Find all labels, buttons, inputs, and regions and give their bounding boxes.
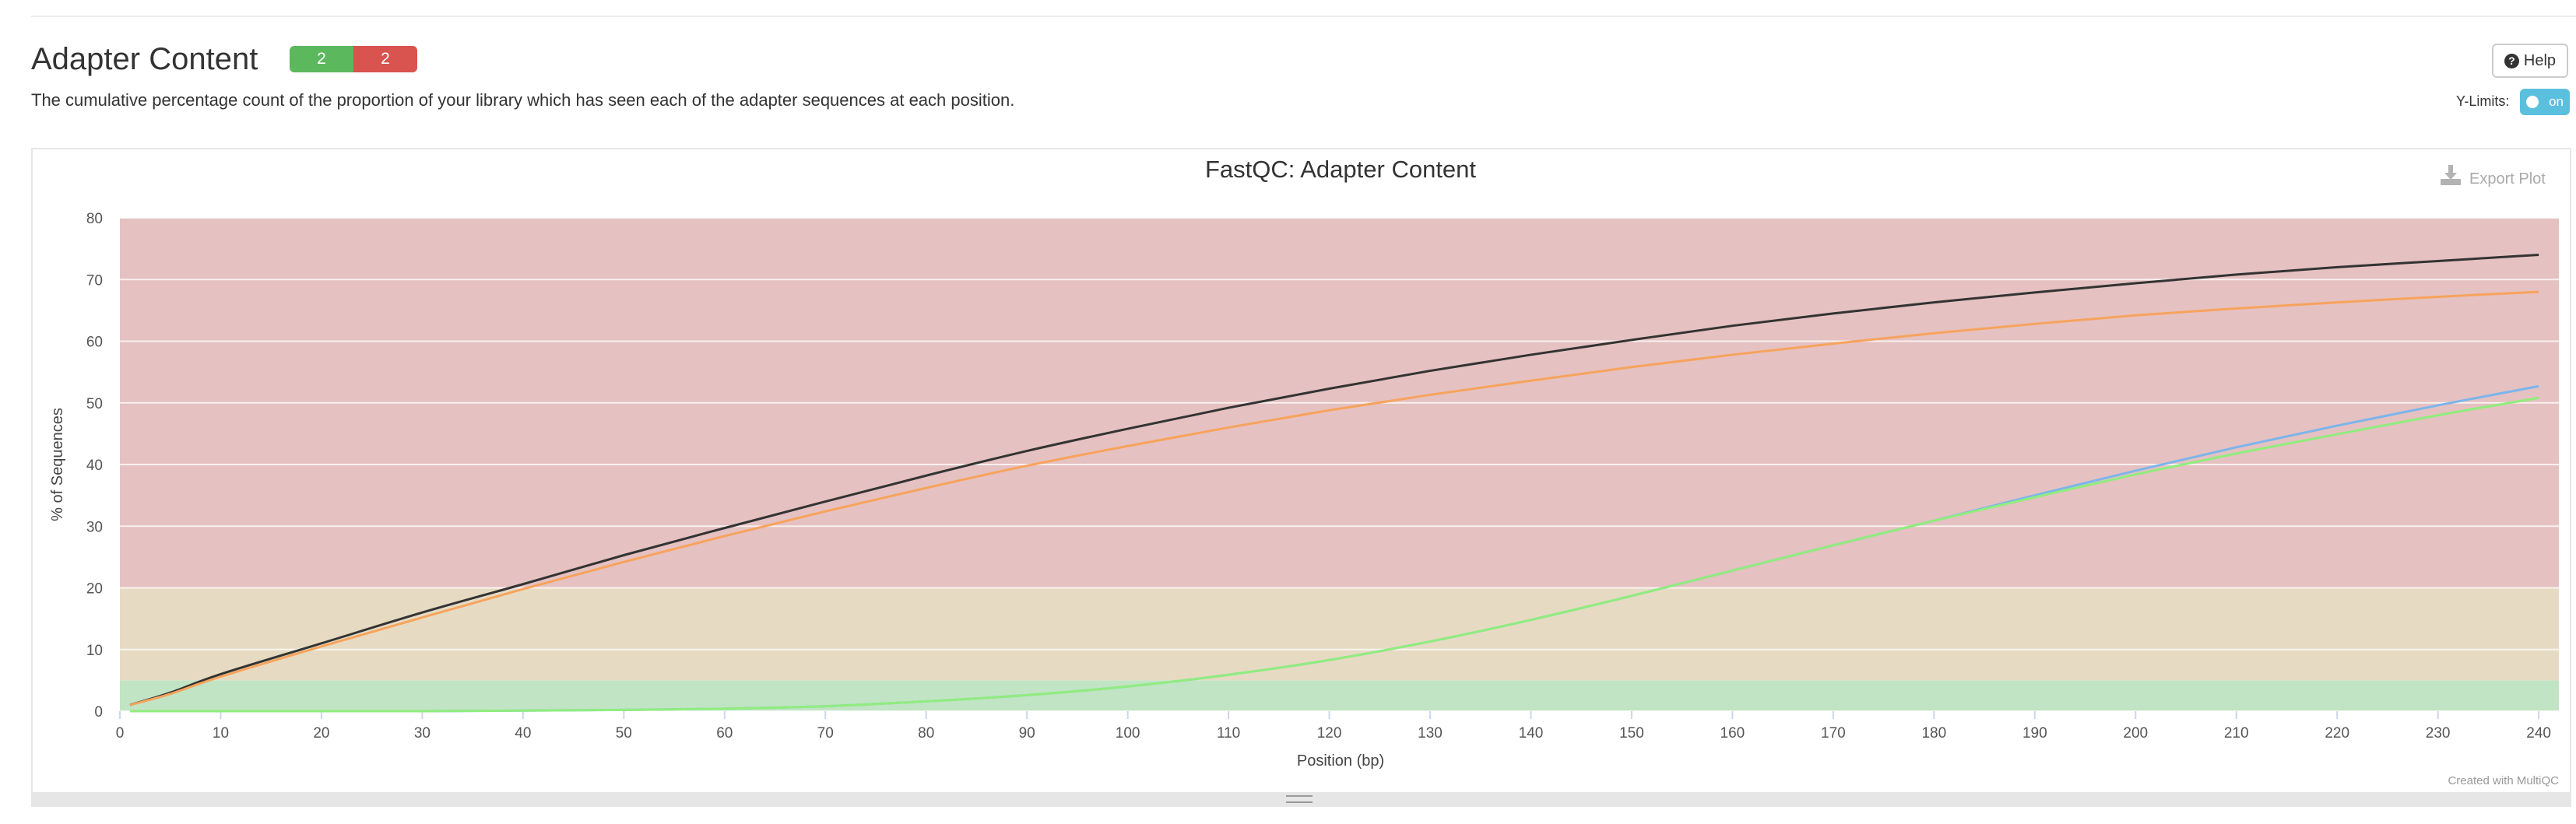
y-axis-label: % of Sequences bbox=[49, 408, 66, 521]
export-plot-label: Export Plot bbox=[2469, 170, 2546, 188]
x-tick-label: 70 bbox=[817, 725, 834, 742]
x-tick-label: 150 bbox=[1619, 725, 1644, 742]
x-tick-label: 180 bbox=[1921, 725, 1946, 742]
plot-band-1 bbox=[120, 587, 2559, 681]
y-tick-label: 80 bbox=[86, 211, 103, 227]
adapter-content-chart: FastQC: Adapter Content Export Plot 0 10 2… bbox=[49, 156, 2559, 787]
status-badges: 2 2 bbox=[290, 46, 417, 72]
y-tick-label: 30 bbox=[86, 519, 103, 535]
x-tick-label: 60 bbox=[716, 725, 733, 742]
credit-text: Created with MultiQC bbox=[2448, 774, 2559, 787]
plot-container: FastQC: Adapter Content Export Plot 0 10 2… bbox=[31, 148, 2571, 794]
x-tick-label: 240 bbox=[2526, 725, 2551, 742]
help-button[interactable]: ? Help bbox=[2492, 44, 2568, 78]
section-description: The cumulative percentage count of the p… bbox=[31, 90, 1015, 110]
x-tick-label: 220 bbox=[2325, 725, 2349, 742]
series-line-3[interactable] bbox=[129, 396, 2539, 713]
section-title: Adapter Content bbox=[31, 42, 258, 76]
resize-grip-icon bbox=[1286, 795, 1313, 803]
x-tick-label: 20 bbox=[313, 725, 329, 742]
y-axis-ticks: 0 10 20 30 40 50 60 70 80 bbox=[86, 211, 103, 721]
x-tick-label: 140 bbox=[1519, 725, 1544, 742]
toggle-knob bbox=[2526, 96, 2539, 108]
x-tick-label: 30 bbox=[414, 725, 431, 742]
chart-title: FastQC: Adapter Content bbox=[1205, 156, 1476, 183]
x-tick-label: 80 bbox=[918, 725, 934, 742]
x-tick-label: 40 bbox=[515, 725, 531, 742]
ylimits-toggle[interactable]: on bbox=[2520, 89, 2570, 115]
x-axis-label: Position (bp) bbox=[1297, 752, 1384, 770]
ylimits-label: Y-Limits: bbox=[2456, 93, 2510, 109]
x-tick-label: 90 bbox=[1019, 725, 1035, 742]
series-line-1[interactable] bbox=[129, 290, 2539, 707]
download-icon bbox=[2441, 165, 2461, 185]
y-tick-label: 20 bbox=[86, 581, 103, 598]
y-tick-label: 70 bbox=[86, 272, 103, 289]
x-axis-ticks: 0 10 20 30 40 50 60 70 80 90 100 110 120 130 140 150 160… bbox=[116, 711, 2551, 742]
x-tick-label: 50 bbox=[616, 725, 632, 742]
plot-band-0 bbox=[120, 680, 2559, 711]
series-line-0[interactable] bbox=[129, 254, 2539, 707]
export-plot-button[interactable]: Export Plot bbox=[2441, 165, 2546, 188]
x-tick-label: 130 bbox=[1418, 725, 1443, 742]
fail-count-badge[interactable]: 2 bbox=[353, 46, 417, 72]
x-tick-label: 170 bbox=[1821, 725, 1846, 742]
x-tick-label: 230 bbox=[2426, 725, 2451, 742]
y-tick-label: 0 bbox=[94, 704, 103, 721]
x-tick-label: 210 bbox=[2224, 725, 2249, 742]
x-tick-label: 200 bbox=[2123, 725, 2148, 742]
x-tick-label: 120 bbox=[1317, 725, 1342, 742]
x-tick-label: 100 bbox=[1116, 725, 1140, 742]
x-tick-label: 0 bbox=[116, 725, 125, 742]
series-lines bbox=[129, 254, 2539, 713]
top-divider bbox=[31, 16, 2576, 17]
x-tick-label: 190 bbox=[2022, 725, 2047, 742]
help-button-label: Help bbox=[2523, 51, 2557, 69]
x-tick-label: 10 bbox=[213, 725, 229, 742]
ylimits-toggle-label: on bbox=[2549, 94, 2564, 109]
x-tick-label: 160 bbox=[1720, 725, 1745, 742]
y-tick-label: 60 bbox=[86, 335, 103, 351]
plot-resize-handle[interactable] bbox=[31, 793, 2571, 807]
y-tick-label: 10 bbox=[86, 643, 103, 659]
y-tick-label: 50 bbox=[86, 396, 103, 412]
y-tick-label: 40 bbox=[86, 458, 103, 474]
x-tick-label: 110 bbox=[1217, 725, 1240, 742]
question-circle-icon: ? bbox=[2504, 53, 2519, 68]
gridlines bbox=[120, 217, 2559, 712]
pass-count-badge[interactable]: 2 bbox=[290, 46, 353, 72]
